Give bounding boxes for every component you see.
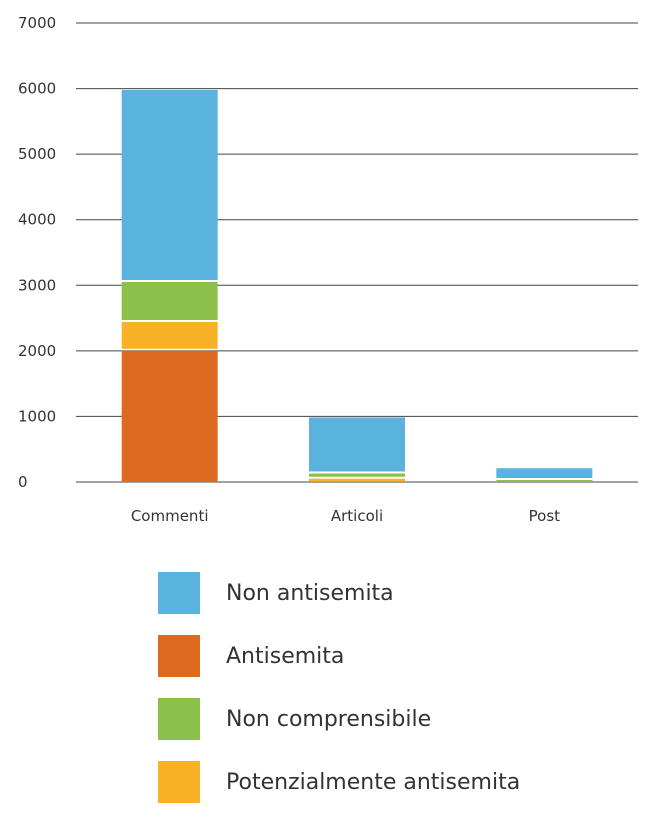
legend: Non antisemita Antisemita Non comprensib… [158,572,618,824]
bar-articoli-potenzialmente-antisemita [309,479,405,482]
bar-articoli-antisemita [309,481,405,482]
bar-articoli-non-antisemita [309,417,405,471]
bar-commenti-potenzialmente-antisemita [122,322,218,349]
bar-articoli-non-comprensibile [309,473,405,476]
y-tick-label-7000: 7000 [18,14,56,32]
bar-post-non-antisemita [496,468,592,478]
legend-swatch-potenzialmente-antisemita [158,761,200,803]
stacked-bar-chart: 0 1000 2000 3000 4000 5000 6000 7000 Commenti Art… [0,0,646,540]
x-tick-label-articoli: Articoli [331,507,383,525]
legend-label-potenzialmente-antisemita: Potenzialmente antisemita [226,770,520,795]
y-tick-label-3000: 3000 [18,276,56,294]
bar-post-non-comprensibile [496,480,592,481]
legend-item-antisemita: Antisemita [158,635,618,677]
legend-item-potenzialmente-antisemita: Potenzialmente antisemita [158,761,618,803]
x-tick-label-commenti: Commenti [131,507,209,525]
y-tick-label-2000: 2000 [18,342,56,360]
x-tick-label-post: Post [529,507,561,525]
y-tick-label-1000: 1000 [18,407,56,425]
axis-labels: 0 1000 2000 3000 4000 5000 6000 7000 Commenti Art… [18,14,560,525]
y-tick-label-4000: 4000 [18,211,56,229]
legend-label-non-comprensibile: Non comprensibile [226,707,431,732]
bar-commenti-antisemita [122,351,218,482]
legend-item-non-antisemita: Non antisemita [158,572,618,614]
y-tick-label-5000: 5000 [18,145,56,163]
bar-commenti-non-comprensibile [122,282,218,320]
legend-swatch-non-antisemita [158,572,200,614]
bars [122,90,593,482]
legend-swatch-antisemita [158,635,200,677]
y-tick-label-6000: 6000 [18,80,56,98]
bar-commenti-non-antisemita [122,90,218,280]
legend-swatch-non-comprensibile [158,698,200,740]
legend-label-non-antisemita: Non antisemita [226,581,394,606]
legend-label-antisemita: Antisemita [226,644,344,669]
legend-item-non-comprensibile: Non comprensibile [158,698,618,740]
y-tick-label-0: 0 [18,473,28,491]
